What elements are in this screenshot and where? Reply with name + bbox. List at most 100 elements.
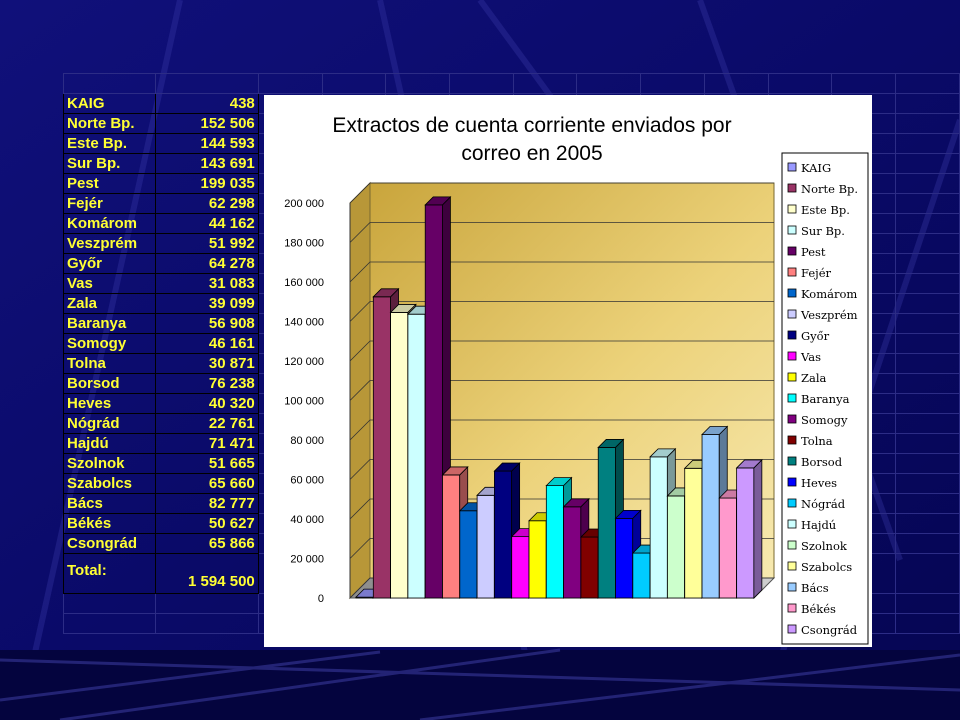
empty-cell: [895, 493, 960, 514]
gridline: [349, 340, 774, 362]
region-name-cell: Somogy: [63, 333, 156, 354]
legend-entry: Heves: [801, 476, 837, 490]
bar-front: [407, 313, 426, 599]
region-name-cell: Heves: [63, 393, 156, 414]
empty-cell: [895, 273, 960, 294]
empty-cell: [895, 173, 960, 194]
legend-swatch: [787, 456, 797, 466]
bar-top: [597, 439, 625, 448]
region-name-cell: Veszprém: [63, 233, 156, 254]
y-tick-label: 180 000: [284, 238, 324, 250]
total-label: Total:: [63, 553, 156, 594]
region-name-cell: Szabolcs: [63, 473, 156, 494]
region-value-cell: 144 593: [154, 133, 259, 154]
empty-cell: [895, 293, 960, 314]
region-value-cell: 82 777: [154, 493, 259, 514]
region-value-cell: 39 099: [154, 293, 259, 314]
legend-entry: Este Bp.: [801, 203, 850, 217]
y-tick-label: 120 000: [284, 356, 324, 368]
empty-cell: [895, 353, 960, 374]
legend-entry: Bács: [801, 581, 829, 595]
bar-front: [649, 456, 668, 599]
empty-cell: [385, 73, 450, 94]
empty-cell: [767, 73, 833, 94]
empty-cell: [895, 433, 960, 454]
region-value-cell: 51 665: [154, 453, 259, 474]
bar-front: [545, 485, 564, 599]
legend-swatch: [787, 330, 797, 340]
region-value-cell: 56 908: [154, 313, 259, 334]
legend-entry: Borsod: [801, 455, 843, 469]
legend-entry: Fejér: [801, 266, 832, 280]
gridline: [349, 459, 774, 480]
region-name-cell: Norte Bp.: [63, 113, 156, 134]
region-value-cell: 31 083: [154, 273, 259, 294]
region-value-cell: 40 320: [154, 393, 259, 414]
region-name-cell: Csongrád: [63, 533, 156, 554]
bar-front: [667, 495, 686, 599]
legend-entry: Győr: [801, 329, 830, 343]
y-tick-label: 140 000: [284, 317, 324, 329]
empty-cell: [895, 373, 960, 394]
empty-cell: [895, 453, 960, 474]
bar-front: [424, 204, 443, 599]
legend-swatch: [787, 393, 797, 403]
bar-top: [389, 304, 417, 313]
empty-cell: [257, 73, 323, 94]
gridline: [349, 380, 774, 401]
bar-front: [528, 520, 547, 599]
chart-area: Extractos de cuenta corriente enviados p…: [264, 95, 872, 647]
bar-front: [511, 536, 530, 599]
empty-cell: [895, 113, 960, 134]
legend-swatch: [787, 162, 797, 172]
legend-swatch: [787, 288, 797, 298]
region-name-cell: Győr: [63, 253, 156, 274]
empty-cell: [640, 73, 705, 94]
legend-entry: Pest: [801, 245, 826, 259]
y-tick-label: 80 000: [290, 435, 324, 447]
bar-front: [684, 467, 703, 599]
bar-front: [632, 552, 651, 599]
bar-front: [597, 447, 616, 599]
y-tick-label: 20 000: [290, 554, 324, 566]
region-name-cell: Fejér: [63, 193, 156, 214]
empty-cell: [154, 613, 259, 634]
bar-top: [424, 196, 452, 206]
bar-front: [736, 467, 755, 599]
region-value-cell: 44 162: [154, 213, 259, 234]
bar-top: [545, 477, 573, 487]
legend-entry: Szabolcs: [801, 560, 852, 574]
legend-entry: Békés: [801, 602, 836, 616]
empty-cell: [512, 73, 578, 94]
region-name-cell: Borsod: [63, 373, 156, 394]
region-name-cell: Nógrád: [63, 413, 156, 434]
bar-side: [753, 458, 763, 599]
legend-entry: Norte Bp.: [801, 182, 858, 196]
bar-front: [442, 474, 461, 599]
legend-swatch: [787, 309, 797, 319]
region-value-cell: 62 298: [154, 193, 259, 214]
region-value-cell: 143 691: [154, 153, 259, 174]
legend-swatch: [787, 183, 797, 193]
region-name-cell: Zala: [63, 293, 156, 314]
legend-swatch: [787, 267, 797, 277]
bar-front: [701, 434, 720, 599]
region-value-cell: 152 506: [154, 113, 259, 134]
legend-swatch: [787, 435, 797, 445]
gridline: [349, 301, 774, 322]
legend-swatch: [787, 351, 797, 361]
legend-swatch: [787, 624, 797, 634]
region-name-cell: Pest: [63, 173, 156, 194]
legend-entry: KAIG: [801, 161, 831, 175]
legend-swatch: [787, 603, 797, 613]
bar-top: [735, 459, 763, 469]
legend-entry: Komárom: [801, 287, 857, 301]
bar: [735, 458, 763, 599]
bar-top: [649, 448, 677, 458]
bar-front: [372, 296, 391, 599]
legend-swatch: [787, 225, 797, 235]
legend-swatch: [787, 477, 797, 487]
bar-front: [563, 506, 582, 599]
region-value-cell: 199 035: [154, 173, 259, 194]
empty-cell: [321, 73, 387, 94]
